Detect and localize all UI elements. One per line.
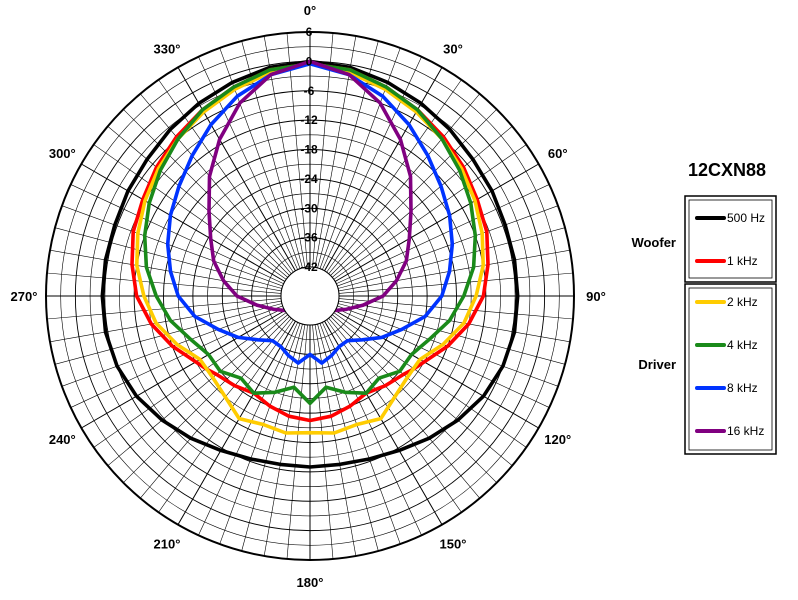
grid-spoke: [46, 272, 282, 294]
grid-spoke: [93, 144, 287, 280]
radial-label: 0: [306, 54, 313, 68]
grid-spoke: [70, 184, 284, 285]
radial-labels: 6 0 -6 -12 -18 -24 -30 -36 -42: [300, 25, 318, 274]
series-line-0: [100, 59, 520, 469]
grid-spoke: [333, 144, 527, 280]
grid-spoke: [334, 163, 539, 282]
grid-spoke: [330, 109, 497, 276]
grid-spoke: [332, 126, 513, 278]
legend-label-2: 2 kHz: [727, 295, 758, 309]
legend-woofer-inner: [688, 199, 773, 279]
angle-label: 240°: [49, 432, 76, 447]
legend-woofer-box: [684, 195, 777, 283]
grid-spoke: [177, 67, 296, 272]
grid-spoke: [324, 67, 443, 272]
grid-spoke: [61, 205, 283, 287]
grid-spoke: [107, 126, 288, 278]
legend-driver-box: [684, 283, 777, 455]
grid-spoke: [81, 163, 286, 282]
radial-label: -18: [300, 143, 318, 157]
grid-spoke: [317, 323, 379, 552]
angle-label: 180°: [297, 575, 324, 590]
series-line-1: [130, 62, 490, 423]
radial-label: -12: [300, 113, 318, 127]
legend: Woofer Driver 500 Hz 1 kHz 2 kHz 4 kHz 8 kHz…: [631, 195, 777, 455]
grid-spoke: [312, 32, 334, 268]
radial-label: -42: [300, 260, 318, 274]
legend-driver-inner: [688, 287, 773, 451]
grid-spoke: [140, 318, 292, 499]
grid-spoke: [324, 320, 443, 525]
angle-label: 270°: [11, 289, 38, 304]
grid-spoke: [334, 310, 539, 429]
grid-spoke: [330, 316, 497, 483]
grid-spoke: [140, 93, 292, 274]
radial-label: -24: [300, 172, 318, 186]
angle-labels: 0° 30° 60° 90° 120° 150° 180° 210° 240° 270° 300° 3…: [11, 3, 606, 590]
grid-spoke: [219, 47, 301, 269]
grid-spoke: [123, 316, 290, 483]
series-line-2: [135, 62, 485, 435]
grid-spoke: [49, 249, 282, 292]
grid-spoke: [337, 205, 559, 287]
grid-spoke: [123, 109, 290, 276]
grid-spoke: [177, 320, 296, 525]
angle-label: 0°: [304, 3, 316, 18]
grid-spoke: [336, 184, 550, 285]
grid-spoke: [312, 324, 334, 560]
grid-spoke: [70, 307, 284, 408]
angle-label: 210°: [154, 537, 181, 552]
grid-spoke: [321, 322, 422, 536]
grid-spoke: [93, 312, 287, 448]
grid-spoke: [328, 318, 480, 499]
legend-label-0: 500 Hz: [727, 211, 765, 225]
angle-label: 150°: [440, 537, 467, 552]
grid-spoke: [286, 32, 308, 268]
series-line-3: [142, 62, 478, 406]
grid-spoke: [81, 310, 286, 429]
polar-curves: [100, 59, 520, 469]
series-line-4: [165, 62, 455, 365]
grid-spoke: [286, 324, 308, 560]
radial-label: 6: [306, 25, 313, 39]
grid-spoke: [328, 93, 480, 274]
grid-spoke: [219, 323, 301, 545]
grid-spoke: [338, 249, 571, 292]
grid-spoke: [326, 79, 462, 273]
grid-spoke: [333, 312, 527, 448]
angle-label: 90°: [586, 289, 606, 304]
grid-spoke: [158, 319, 294, 513]
grid-spoke: [336, 307, 550, 408]
grid-spoke: [338, 300, 571, 343]
chart-title: 12CXN88: [688, 160, 766, 180]
grid-spoke: [319, 47, 401, 269]
radial-label: -6: [304, 84, 315, 98]
angle-label: 300°: [49, 146, 76, 161]
legend-label-3: 4 kHz: [727, 338, 758, 352]
grid-spoke: [198, 322, 299, 536]
center-hole: [280, 266, 340, 326]
angle-label: 330°: [154, 41, 181, 56]
grid-spoke: [158, 79, 294, 273]
legend-group-woofer: Woofer: [631, 235, 676, 250]
grid-spoke: [326, 319, 462, 513]
radial-label: -30: [300, 201, 318, 215]
grid-spoke: [49, 300, 282, 343]
angle-label: 30°: [443, 41, 463, 56]
legend-label-5: 16 kHz: [727, 424, 764, 438]
radial-label: -36: [300, 231, 318, 245]
legend-label-1: 1 kHz: [727, 254, 758, 268]
legend-group-driver: Driver: [638, 357, 676, 372]
grid-spoke: [338, 272, 574, 294]
grid-spoke: [241, 323, 303, 552]
legend-label-4: 8 kHz: [727, 381, 758, 395]
grid-spoke: [319, 323, 401, 545]
angle-label: 60°: [548, 146, 568, 161]
angle-label: 120°: [544, 432, 571, 447]
